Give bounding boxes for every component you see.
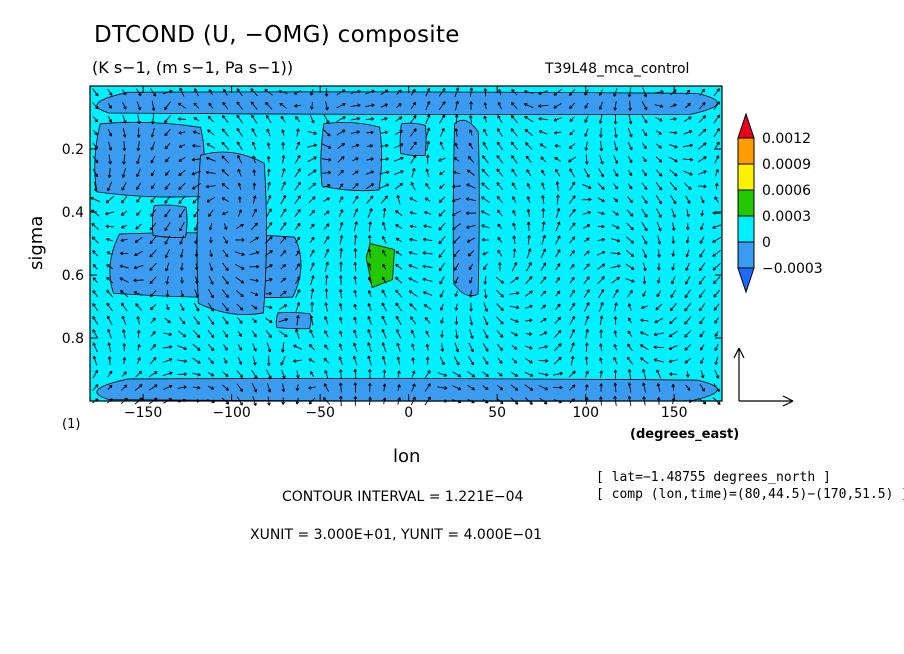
colorbar-label: −0.0003	[762, 261, 823, 277]
vector-field	[90, 87, 722, 407]
negative-region	[399, 122, 427, 157]
comp-info: [ comp (lon,time)=(80,44.5)−(170,51.5) ]	[596, 487, 904, 502]
unit-vectors: XUNIT = 3.000E+01, YUNIT = 4.000E−01	[250, 527, 543, 543]
x-tick-label: −100	[212, 405, 250, 421]
x-tick-label: 0	[404, 405, 413, 421]
colorbar-max-arrow	[737, 112, 755, 139]
negative-region	[96, 91, 718, 116]
positive-region	[365, 243, 395, 289]
x-units: (degrees_east)	[630, 427, 740, 442]
wind-vectors	[90, 87, 722, 407]
plot-frame	[89, 85, 723, 402]
y-tick-label: 0.4	[62, 205, 84, 221]
colorbar-label: 0.0003	[762, 209, 811, 225]
colorbar-label: 0.0006	[762, 183, 811, 199]
negative-region	[275, 312, 312, 330]
y-tick-label: 0.6	[62, 268, 84, 284]
contour-interval: CONTOUR INTERVAL = 1.221E−04	[282, 489, 524, 505]
chart-title: DTCOND (U, −OMG) composite	[94, 22, 460, 48]
y-tick-label: 0.8	[62, 331, 84, 347]
colorbar-segment	[737, 163, 755, 191]
negative-region	[320, 122, 383, 192]
lat-info: [ lat=−1.48755 degrees_north ]	[596, 470, 831, 485]
chart-units: (K s−1, (m s−1, Pa s−1))	[92, 58, 294, 77]
colorbar: 0.0012 0.0009 0.0006 0.0003 0 −0.0003	[737, 112, 823, 294]
colorbar-segment	[737, 137, 755, 165]
colorbar-segment	[737, 189, 755, 217]
negative-region	[96, 378, 718, 402]
run-name: T39L48_mca_control	[545, 61, 690, 77]
negative-region	[196, 151, 267, 315]
y-axis-label: sigma	[26, 215, 47, 270]
axes: −150 −100 −50 0 50 100 150 0.2 0.4 0.6 0.8	[62, 85, 723, 421]
plot-area	[90, 86, 722, 402]
colorbar-label: 0.0009	[762, 157, 811, 173]
colorbar-segment	[737, 241, 755, 269]
colorbar-min-arrow	[737, 267, 755, 294]
colorbar-segment	[737, 215, 755, 243]
panel-index: (1)	[62, 417, 81, 432]
y-tick-label: 0.2	[62, 142, 84, 158]
colorbar-label: 0	[762, 235, 771, 251]
x-tick-label: 50	[488, 405, 506, 421]
x-tick-label: 150	[661, 405, 688, 421]
colorbar-label: 0.0012	[762, 131, 811, 147]
x-tick-label: 100	[572, 405, 599, 421]
reference-arrows	[733, 347, 794, 407]
x-tick-label: −50	[305, 405, 335, 421]
x-tick-label: −150	[124, 405, 162, 421]
reference-vector	[733, 347, 794, 407]
x-axis-label: lon	[393, 446, 421, 467]
